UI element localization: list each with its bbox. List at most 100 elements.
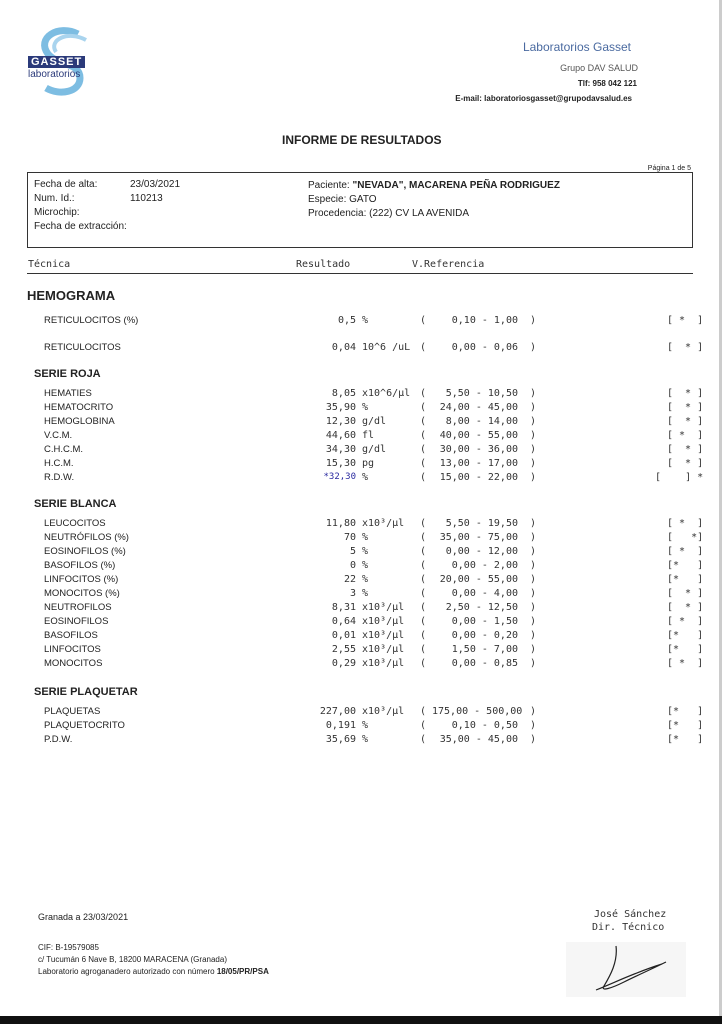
lab-name: Laboratorios Gasset [522, 40, 631, 54]
test-name: V.C.M. [44, 430, 73, 441]
especie-label: Especie: [308, 194, 347, 205]
test-result: 8,05 [331, 388, 356, 399]
test-result: 22 [343, 574, 356, 585]
range-close-paren: ) [530, 706, 537, 717]
range-open-paren: ( [420, 444, 427, 455]
test-unit: % [362, 734, 369, 745]
reference-range: 0,00 - 12,00 [445, 546, 518, 557]
num-id: 110213 [130, 193, 163, 204]
report-title: INFORME DE RESULTADOS [282, 133, 442, 147]
range-close-paren: ) [530, 416, 537, 427]
test-unit: % [362, 588, 369, 599]
range-flag: [ * ] [667, 588, 704, 599]
range-flag: [* ] [667, 720, 704, 731]
paciente-name: "NEVADA", MACARENA PEÑA RODRIGUEZ [352, 180, 560, 191]
range-flag: [ * ] [667, 602, 704, 613]
range-flag: [ * ] [667, 402, 704, 413]
range-open-paren: ( [420, 574, 427, 585]
test-name: RETICULOCITOS (%) [44, 315, 139, 326]
microchip-label: Microchip: [34, 207, 80, 218]
reference-range: 0,10 - 1,00 [451, 315, 518, 326]
range-open-paren: ( [420, 720, 427, 731]
test-unit: x10³/µl [362, 658, 405, 669]
test-unit: x10³/µl [362, 630, 405, 641]
patient-info-box [27, 172, 693, 248]
test-unit: % [362, 532, 369, 543]
test-result: 34,30 [325, 444, 356, 455]
section-title: SERIE BLANCA [34, 498, 117, 510]
test-result: 11,80 [325, 518, 356, 529]
test-unit: 10^6 /uL [362, 342, 411, 353]
range-flag: [ * ] [667, 416, 704, 427]
reference-range: 13,00 - 17,00 [439, 458, 518, 469]
test-result: 5 [349, 546, 356, 557]
test-unit: fl [362, 430, 375, 441]
range-open-paren: ( [420, 644, 427, 655]
test-unit: x10³/µl [362, 518, 405, 529]
range-open-paren: ( [420, 388, 427, 399]
range-close-paren: ) [530, 472, 537, 483]
test-result: 0,01 [331, 630, 356, 641]
test-unit: % [362, 315, 369, 326]
reference-range: 2,50 - 12,50 [445, 602, 518, 613]
especie-row: Especie: GATO [308, 194, 377, 205]
bottom-bar [0, 1016, 722, 1024]
procedencia-label: Procedencia: [308, 208, 367, 219]
range-open-paren: ( [420, 546, 427, 557]
fecha-alta: 23/03/2021 [130, 179, 181, 190]
procedencia: (222) CV LA AVENIDA [369, 208, 470, 219]
section-hemograma: HEMOGRAMA [27, 288, 116, 303]
col-referencia: V.Referencia [412, 259, 485, 270]
test-name: LINFOCITOS (%) [44, 574, 119, 585]
range-flag: [ * ] [667, 616, 704, 627]
range-close-paren: ) [530, 458, 537, 469]
test-unit: % [362, 472, 369, 483]
email-link[interactable]: E-mail: laboratoriosgasset@grupodavsalud… [455, 94, 632, 103]
test-unit: x10^6/µl [362, 388, 411, 399]
range-close-paren: ) [530, 644, 537, 655]
test-name: HEMATOCRITO [44, 402, 114, 413]
range-open-paren: ( [420, 706, 427, 717]
test-result: 0 [349, 560, 356, 571]
range-open-paren: ( [420, 560, 427, 571]
test-result: 0,5 [337, 315, 356, 326]
range-open-paren: ( [420, 532, 427, 543]
range-open-paren: ( [420, 416, 427, 427]
reference-range: 40,00 - 55,00 [439, 430, 518, 441]
header-divider [27, 273, 693, 274]
test-unit: x10³/µl [362, 644, 405, 655]
test-result: *32,30 [323, 472, 356, 482]
range-open-paren: ( [420, 315, 427, 326]
reference-range: 8,00 - 14,00 [445, 416, 518, 427]
range-close-paren: ) [530, 734, 537, 745]
especie: GATO [349, 194, 377, 205]
section-title: SERIE PLAQUETAR [34, 686, 138, 698]
col-tecnica: Técnica [28, 259, 71, 270]
range-flag: [ * ] [667, 518, 704, 529]
range-open-paren: ( [420, 430, 427, 441]
range-open-paren: ( [420, 402, 427, 413]
range-close-paren: ) [530, 518, 537, 529]
col-resultado: Resultado [296, 259, 351, 270]
range-open-paren: ( [420, 658, 427, 669]
test-result: 0,29 [331, 658, 356, 669]
range-open-paren: ( [420, 342, 427, 353]
signer-title: Dir. Técnico [592, 922, 665, 933]
test-name: PLAQUETOCRITO [44, 720, 125, 731]
paciente-label: Paciente: [308, 180, 350, 191]
range-close-paren: ) [530, 602, 537, 613]
fecha-extraccion-label: Fecha de extracción: [34, 221, 127, 232]
test-result: 0,191 [325, 720, 356, 731]
reference-range: 0,00 - 0,85 [451, 658, 518, 669]
range-close-paren: ) [530, 402, 537, 413]
logo-gasset: GASSET [28, 56, 86, 68]
range-open-paren: ( [420, 602, 427, 613]
reference-range: 24,00 - 45,00 [439, 402, 518, 413]
range-close-paren: ) [530, 315, 537, 326]
range-flag: [* ] [667, 574, 704, 585]
test-name: PLAQUETAS [44, 706, 101, 717]
range-open-paren: ( [420, 588, 427, 599]
range-close-paren: ) [530, 574, 537, 585]
range-close-paren: ) [530, 388, 537, 399]
authorization: Laboratorio agroganadero autorizado con … [38, 967, 269, 976]
